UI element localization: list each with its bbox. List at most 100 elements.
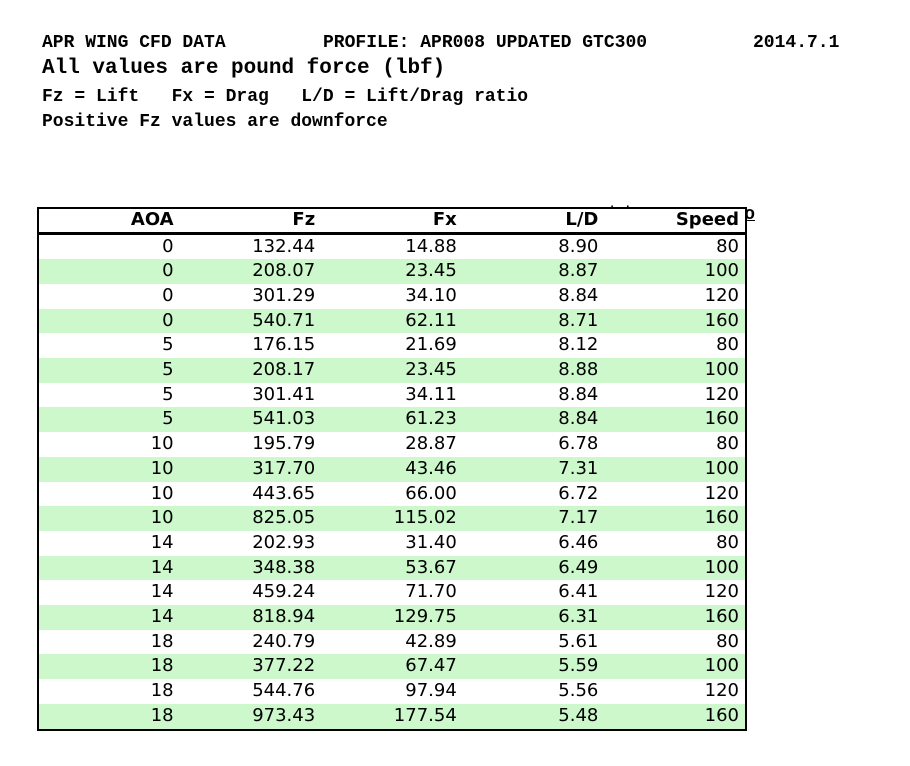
table-row: 14 348.38 53.67 6.49 100 [38,555,746,581]
table-cell: 14.88 [405,235,457,257]
table-cell: 5 [162,359,174,381]
table-row: 0 540.71 62.11 8.71 160 [38,308,746,334]
table-cell: 53.67 [405,556,457,578]
table-cell: 5 [162,383,174,405]
table-cell: 14 [150,531,174,553]
table-cell: 5 [162,408,174,430]
table-cell: 42.89 [405,630,457,652]
table-cell: 540.71 [252,309,316,331]
table-cell: 18 [150,680,174,702]
doc-legend: Fz = Lift Fx = Drag L/D = Lift/Drag rati… [42,87,529,107]
table-cell: 120 [704,284,739,306]
table-cell: 160 [704,507,739,529]
table-cell: 80 [716,433,739,455]
table-cell: 120 [704,581,739,603]
table-cell: 301.41 [252,383,316,405]
table-cell: 8.84 [558,284,599,306]
table-cell: 10 [150,482,174,504]
table-cell: 129.75 [393,606,457,628]
table-cell: 62.11 [405,309,457,331]
table-cell: 7.17 [558,507,599,529]
table-cell: 459.24 [252,581,316,603]
table-cell: 0 [162,284,174,306]
col-header-aoa: AOA [38,208,180,235]
table-cell: 28.87 [405,433,457,455]
table-cell: 10 [150,433,174,455]
table-row: 18 544.76 97.94 5.56 120 [38,679,746,704]
table-cell: 6.31 [558,606,599,628]
table-cell: 100 [704,260,739,282]
table-cell: 5.48 [558,704,599,726]
table-cell: 208.17 [252,359,316,381]
col-header-speed: Speed [604,208,746,235]
table-row: 5 541.03 61.23 8.84 160 [38,407,746,433]
table-row: 14 818.94 129.75 6.31 160 [38,605,746,630]
table-row: 14 202.93 31.40 6.46 80 [38,530,746,556]
table-row: 5 176.15 21.69 8.12 80 [38,333,746,359]
table-cell: 14 [150,606,174,628]
table-cell: 100 [704,359,739,381]
table-cell: 8.90 [558,235,599,257]
table-cell: 80 [716,531,739,553]
table-cell: 120 [704,383,739,405]
table-cell: 8.84 [558,383,599,405]
table-cell: 6.46 [558,531,599,553]
doc-note: Positive Fz values are downforce [42,112,388,132]
table-cell: 120 [704,680,739,702]
doc-subtitle: All values are pound force (lbf) [42,57,446,80]
col-header-fz: Fz [179,208,322,235]
table-cell: 34.10 [405,284,457,306]
table-cell: 23.45 [405,260,457,282]
table-cell: 5 [162,334,174,356]
table-cell: 0 [162,235,174,257]
table-header-row: AOA Fz Fx L/D Speed [38,208,746,235]
table-cell: 14 [150,556,174,578]
table-row: 5 208.17 23.45 8.88 100 [38,358,746,383]
table-cell: 202.93 [252,531,316,553]
table-cell: 5.59 [558,655,599,677]
table-cell: 160 [704,408,739,430]
table-row: 10 317.70 43.46 7.31 100 [38,456,746,482]
table-row: 5 301.41 34.11 8.84 120 [38,382,746,408]
table-cell: 66.00 [405,482,457,504]
table-cell: 80 [716,235,739,257]
col-header-fx: Fx [321,208,463,235]
table-cell: 14 [150,581,174,603]
table-row: 18 377.22 67.47 5.59 100 [38,654,746,680]
table-cell: 8.84 [558,408,599,430]
table-row: 18 973.43 177.54 5.48 160 [38,703,746,730]
table-cell: 97.94 [405,680,457,702]
table-cell: 240.79 [252,630,316,652]
table-cell: 160 [704,309,739,331]
table-cell: 0 [162,260,174,282]
table-cell: 544.76 [252,680,316,702]
table-cell: 100 [704,655,739,677]
table-cell: 132.44 [252,235,316,257]
table-body: 0 132.44 14.88 8.90 80 0 208.07 23.45 8.87 100 0 30… [38,233,746,730]
cfd-data-table: AOA Fz Fx L/D Speed 0 132.44 14.88 8.90 80 0 2… [37,207,747,731]
table-cell: 8.88 [558,359,599,381]
table-row: 10 443.65 66.00 6.72 120 [38,481,746,507]
table-cell: 177.54 [393,704,457,726]
table-row: 10 825.05 115.02 7.17 160 [38,506,746,531]
table-cell: 71.70 [405,581,457,603]
table-cell: 18 [150,704,174,726]
table-cell: 377.22 [252,655,316,677]
table-cell: 43.46 [405,457,457,479]
table-cell: 5.61 [558,630,599,652]
table-cell: 8.71 [558,309,599,331]
table-cell: 23.45 [405,359,457,381]
table-cell: 120 [704,482,739,504]
table-cell: 208.07 [252,260,316,282]
doc-date: 2014.7.1 [753,33,840,53]
table-cell: 301.29 [252,284,316,306]
table-cell: 34.11 [405,383,457,405]
table-cell: 7.31 [558,457,599,479]
doc-profile: PROFILE: APR008 UPDATED GTC300 [323,33,648,53]
table-cell: 825.05 [252,507,316,529]
table-row: 0 208.07 23.45 8.87 100 [38,259,746,284]
table-cell: 80 [716,630,739,652]
table-cell: 973.43 [252,704,316,726]
table-cell: 10 [150,507,174,529]
table-cell: 100 [704,457,739,479]
